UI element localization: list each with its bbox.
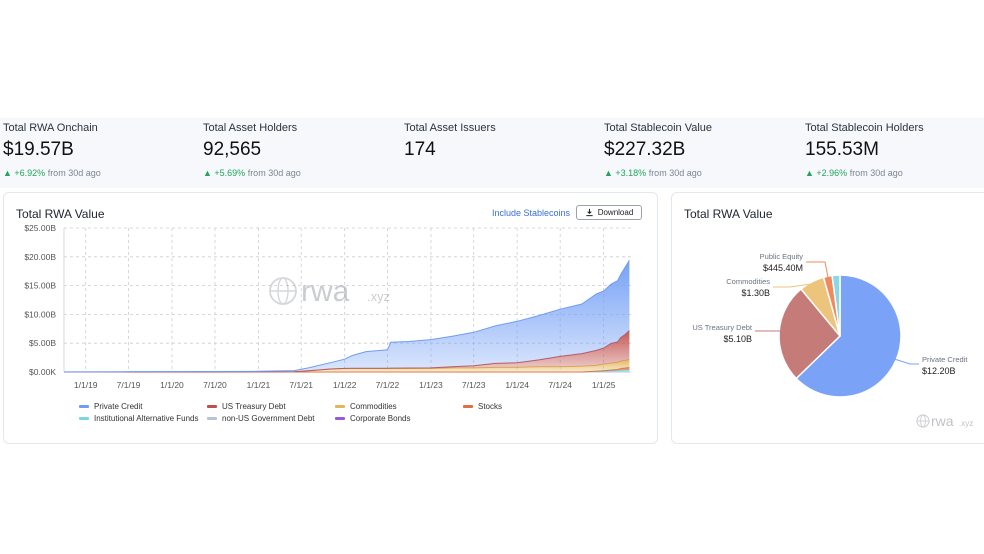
- stat-change: ▲ +3.18% from 30d ago: [604, 168, 794, 178]
- download-button[interactable]: Download: [576, 205, 642, 220]
- pie-callout-line: [773, 283, 813, 288]
- pie-callout-line: [894, 358, 919, 365]
- x-tick-label: 7/1/20: [203, 380, 227, 390]
- stats-strip: [0, 118, 984, 188]
- stat-change: ▲ +2.96% from 30d ago: [805, 168, 984, 178]
- legend-item[interactable]: Corporate Bonds: [335, 414, 410, 423]
- legend-swatch: [79, 417, 89, 420]
- rwa-logo-icon: [916, 414, 930, 428]
- legend-swatch: [463, 405, 473, 408]
- include-stablecoins-link[interactable]: Include Stablecoins: [492, 208, 571, 218]
- stat-change-suffix: from 30d ago: [847, 168, 903, 178]
- stat-label: Total Stablecoin Holders: [805, 122, 924, 134]
- stat-change-up: ▲ +6.92%: [3, 168, 46, 178]
- stat-value: 155.53M: [805, 139, 879, 160]
- pie-watermark-suffix: .xyz: [959, 419, 973, 428]
- pie-label-value: $1.30B: [741, 288, 770, 298]
- y-tick-label: $10.00B: [24, 309, 56, 319]
- y-tick-label: $25.00B: [24, 223, 56, 233]
- x-tick-label: 7/1/24: [548, 380, 572, 390]
- pie-label-value: $445.40M: [763, 263, 803, 273]
- legend-label: Corporate Bonds: [350, 414, 411, 423]
- x-tick-label: 1/1/21: [247, 380, 271, 390]
- area-series-private-credit[interactable]: [64, 260, 630, 372]
- legend-item[interactable]: Private Credit: [79, 402, 142, 411]
- stat-4: Total Stablecoin Holders 155.53M ▲ +2.96% …: [805, 122, 984, 178]
- pie-label-value: $5.10B: [723, 334, 752, 344]
- stat-label: Total Asset Issuers: [404, 122, 496, 134]
- y-tick-label: $20.00B: [24, 252, 56, 262]
- legend-swatch: [207, 405, 217, 408]
- x-tick-label: 7/1/23: [462, 380, 486, 390]
- stat-1: Total Asset Holders 92,565 ▲ +5.69% from 3…: [203, 122, 393, 178]
- x-tick-label: 7/1/19: [117, 380, 141, 390]
- area-series-line: [63, 260, 630, 373]
- stat-change-up: ▲ +3.18%: [604, 168, 647, 178]
- x-tick-label: 7/1/22: [376, 380, 400, 390]
- y-tick-label: $0.00K: [29, 367, 56, 377]
- stat-change: ▲ +5.69% from 30d ago: [203, 168, 393, 178]
- legend-swatch: [79, 405, 89, 408]
- pie-slice-us-treasury-debt[interactable]: [778, 288, 842, 380]
- stat-3: Total Stablecoin Value $227.32B ▲ +3.18% f…: [604, 122, 794, 178]
- stat-label: Total Stablecoin Value: [604, 122, 713, 134]
- legend-swatch: [335, 405, 345, 408]
- legend-label: Institutional Alternative Funds: [94, 414, 199, 423]
- stat-change-suffix: from 30d ago: [245, 168, 301, 178]
- stat-value: $19.57B: [3, 139, 74, 160]
- pie-watermark: rwa: [931, 413, 954, 429]
- legend-swatch: [335, 417, 345, 420]
- legend-label: US Treasury Debt: [222, 402, 286, 411]
- pie-label-name: Private Credit: [922, 355, 968, 364]
- x-tick-label: 7/1/21: [289, 380, 313, 390]
- stat-change-suffix: from 30d ago: [646, 168, 702, 178]
- legend-label: Private Credit: [94, 402, 143, 411]
- legend-label: non-US Government Debt: [222, 414, 315, 423]
- stat-change: ▲ +6.92% from 30d ago: [3, 168, 193, 178]
- legend-item[interactable]: Stocks: [463, 402, 502, 411]
- y-tick-label: $5.00B: [29, 338, 56, 348]
- area-watermark-suffix: .xyz: [367, 289, 390, 304]
- legend-item[interactable]: US Treasury Debt: [207, 402, 286, 411]
- legend-label: Stocks: [478, 402, 503, 411]
- x-tick-label: 1/1/23: [419, 380, 443, 390]
- stat-value: 174: [404, 139, 436, 160]
- area-chart-title: Total RWA Value: [16, 207, 105, 221]
- pie-label-value: $12.20B: [922, 366, 956, 376]
- x-tick-label: 1/1/25: [592, 380, 616, 390]
- stat-0: Total RWA Onchain $19.57B ▲ +6.92% from 30…: [3, 122, 193, 178]
- y-tick-label: $15.00B: [24, 281, 56, 291]
- download-label: Download: [597, 208, 634, 217]
- legend-swatch: [207, 417, 217, 420]
- pie-callout-line: [755, 330, 785, 334]
- rwa-logo-icon: [269, 277, 297, 305]
- stat-change-suffix: from 30d ago: [45, 168, 101, 178]
- stat-value: $227.32B: [604, 139, 686, 160]
- area-series-commodities[interactable]: [64, 359, 630, 372]
- download-icon: [586, 208, 593, 217]
- legend-item[interactable]: Institutional Alternative Funds: [79, 414, 199, 423]
- stat-label: Total Asset Holders: [203, 122, 298, 134]
- x-tick-label: 1/1/20: [160, 380, 184, 390]
- legend-item[interactable]: non-US Government Debt: [207, 414, 315, 423]
- x-tick-label: 1/1/24: [505, 380, 529, 390]
- pie-slice-other[interactable]: [831, 274, 841, 337]
- legend-label: Commodities: [350, 402, 397, 411]
- stat-label: Total RWA Onchain: [3, 122, 98, 134]
- x-tick-label: 1/1/22: [333, 380, 357, 390]
- pie-label-name: Public Equity: [760, 252, 804, 261]
- stat-change-up: ▲ +5.69%: [203, 168, 246, 178]
- stat-2: Total Asset Issuers 174: [404, 122, 594, 161]
- pie-chart-title: Total RWA Value: [684, 207, 773, 221]
- pie-callout-line: [806, 261, 829, 279]
- x-tick-label: 1/1/19: [74, 380, 98, 390]
- legend-item[interactable]: Commodities: [335, 402, 397, 411]
- pie-label-name: Commodities: [726, 277, 770, 286]
- area-watermark: rwa: [301, 275, 350, 308]
- stat-change-up: ▲ +2.96%: [805, 168, 848, 178]
- stat-value: 92,565: [203, 139, 262, 160]
- pie-label-name: US Treasury Debt: [692, 323, 753, 332]
